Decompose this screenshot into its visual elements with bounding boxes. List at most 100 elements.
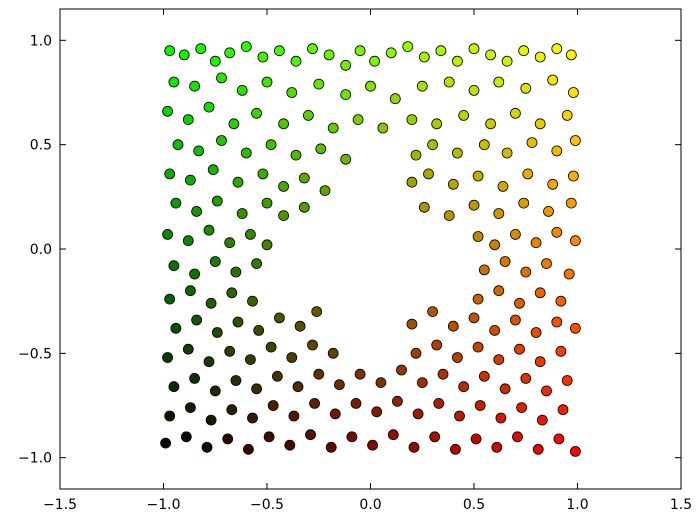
scatter-point-172 — [168, 381, 180, 393]
scatter-point-60 — [172, 139, 184, 151]
scatter-point-77 — [184, 174, 196, 186]
scatter-point-217 — [263, 431, 275, 443]
scatter-point-9 — [307, 43, 318, 55]
scatter-point-145 — [311, 306, 323, 318]
scatter-point-52 — [377, 122, 389, 134]
scatter-point-208 — [495, 412, 507, 424]
scatter-point-167 — [472, 341, 484, 353]
scatter-point-143 — [273, 312, 285, 324]
scatter-point-197 — [267, 400, 279, 411]
scatter-point-224 — [408, 441, 420, 453]
scatter-point-134 — [493, 285, 505, 297]
scatter-point-116 — [551, 226, 563, 238]
scatter-point-103 — [518, 197, 530, 209]
scatter-point-193 — [184, 402, 196, 414]
scatter-point-144 — [294, 320, 306, 332]
x-tick-label-1: −1.0 — [147, 497, 181, 513]
scatter-point-33 — [340, 89, 352, 100]
scatter-point-176 — [251, 383, 263, 395]
scatter-point-231 — [553, 433, 565, 445]
scatter-point-140 — [211, 327, 223, 338]
scatter-point-36 — [416, 80, 428, 92]
y-tick-label-2: 0.0 — [30, 242, 52, 258]
scatter-point-122 — [251, 258, 263, 270]
scatter-point-12 — [354, 45, 366, 57]
scatter-point-132 — [247, 295, 258, 307]
scatter-point-86 — [447, 178, 459, 190]
scatter-point-174 — [209, 385, 221, 397]
scatter-point-101 — [468, 199, 480, 211]
scatter-point-68 — [410, 149, 422, 161]
scatter-point-128 — [164, 293, 176, 305]
scatter-point-219 — [305, 429, 316, 441]
scatter-point-120 — [209, 256, 221, 267]
scatter-point-26 — [168, 76, 180, 88]
scatter-point-67 — [340, 153, 352, 165]
scatter-point-141 — [232, 316, 244, 328]
scatter-point-13 — [369, 55, 381, 67]
scatter-point-117 — [570, 235, 581, 247]
scatter-point-100 — [443, 210, 455, 222]
scatter-point-223 — [387, 429, 399, 441]
scatter-point-232 — [570, 445, 581, 457]
scatter-point-149 — [468, 312, 480, 324]
scatter-point-93 — [191, 205, 203, 217]
scatter-point-20 — [485, 49, 497, 61]
scatter-point-85 — [423, 168, 434, 180]
scatter-point-135 — [514, 297, 525, 309]
scatter-point-95 — [236, 208, 248, 219]
scatter-point-32 — [313, 78, 325, 90]
scatter-point-195 — [226, 404, 238, 416]
scatter-point-229 — [512, 431, 523, 443]
scatter-point-171 — [555, 345, 567, 357]
scatter-point-211 — [557, 404, 569, 416]
scatter-point-158 — [224, 345, 236, 357]
scatter-point-29 — [236, 85, 248, 96]
scatter-point-190 — [541, 385, 552, 397]
points-layer — [160, 41, 581, 457]
scatter-point-83 — [319, 185, 331, 197]
scatter-point-170 — [534, 356, 546, 368]
scatter-point-16 — [418, 51, 430, 63]
scatter-point-2 — [195, 43, 207, 55]
x-tick-label-6: 1.5 — [670, 497, 692, 513]
scatter-point-166 — [451, 352, 463, 363]
scatter-point-27 — [189, 80, 201, 92]
scatter-point-24 — [551, 43, 563, 55]
scatter-point-154 — [570, 322, 581, 334]
y-tick-label-3: 0.5 — [30, 138, 52, 154]
scatter-point-71 — [478, 139, 490, 151]
scatter-point-48 — [278, 118, 290, 130]
scatter-point-10 — [323, 49, 335, 61]
scatter-point-221 — [346, 431, 358, 443]
scatter-point-225 — [429, 431, 441, 443]
scatter-point-1 — [178, 49, 190, 61]
scatter-point-72 — [501, 147, 513, 159]
scatter-point-82 — [298, 172, 310, 184]
scatter-point-212 — [160, 437, 172, 449]
scatter-point-183 — [396, 364, 407, 376]
scatter-point-88 — [497, 180, 509, 192]
scatter-point-186 — [458, 381, 470, 393]
scatter-point-57 — [510, 107, 521, 119]
scatter-point-194 — [205, 414, 217, 426]
scatter-point-18 — [451, 55, 463, 67]
scatter-point-102 — [493, 208, 505, 219]
scatter-point-156 — [182, 343, 194, 355]
scatter-point-112 — [472, 231, 484, 242]
scatter-point-104 — [543, 205, 554, 217]
scatter-point-198 — [288, 410, 300, 422]
scatter-point-200 — [329, 408, 341, 420]
scatter-point-74 — [551, 145, 563, 157]
scatter-point-8 — [290, 55, 302, 67]
scatter-point-169 — [514, 343, 525, 355]
scatter-point-38 — [468, 85, 480, 96]
scatter-point-137 — [555, 295, 567, 307]
scatter-point-199 — [309, 397, 321, 409]
scatter-point-39 — [493, 76, 505, 88]
scatter-point-178 — [292, 381, 304, 393]
scatter-point-5 — [240, 41, 252, 52]
scatter-point-106 — [162, 228, 174, 240]
scatter-point-214 — [201, 441, 213, 453]
